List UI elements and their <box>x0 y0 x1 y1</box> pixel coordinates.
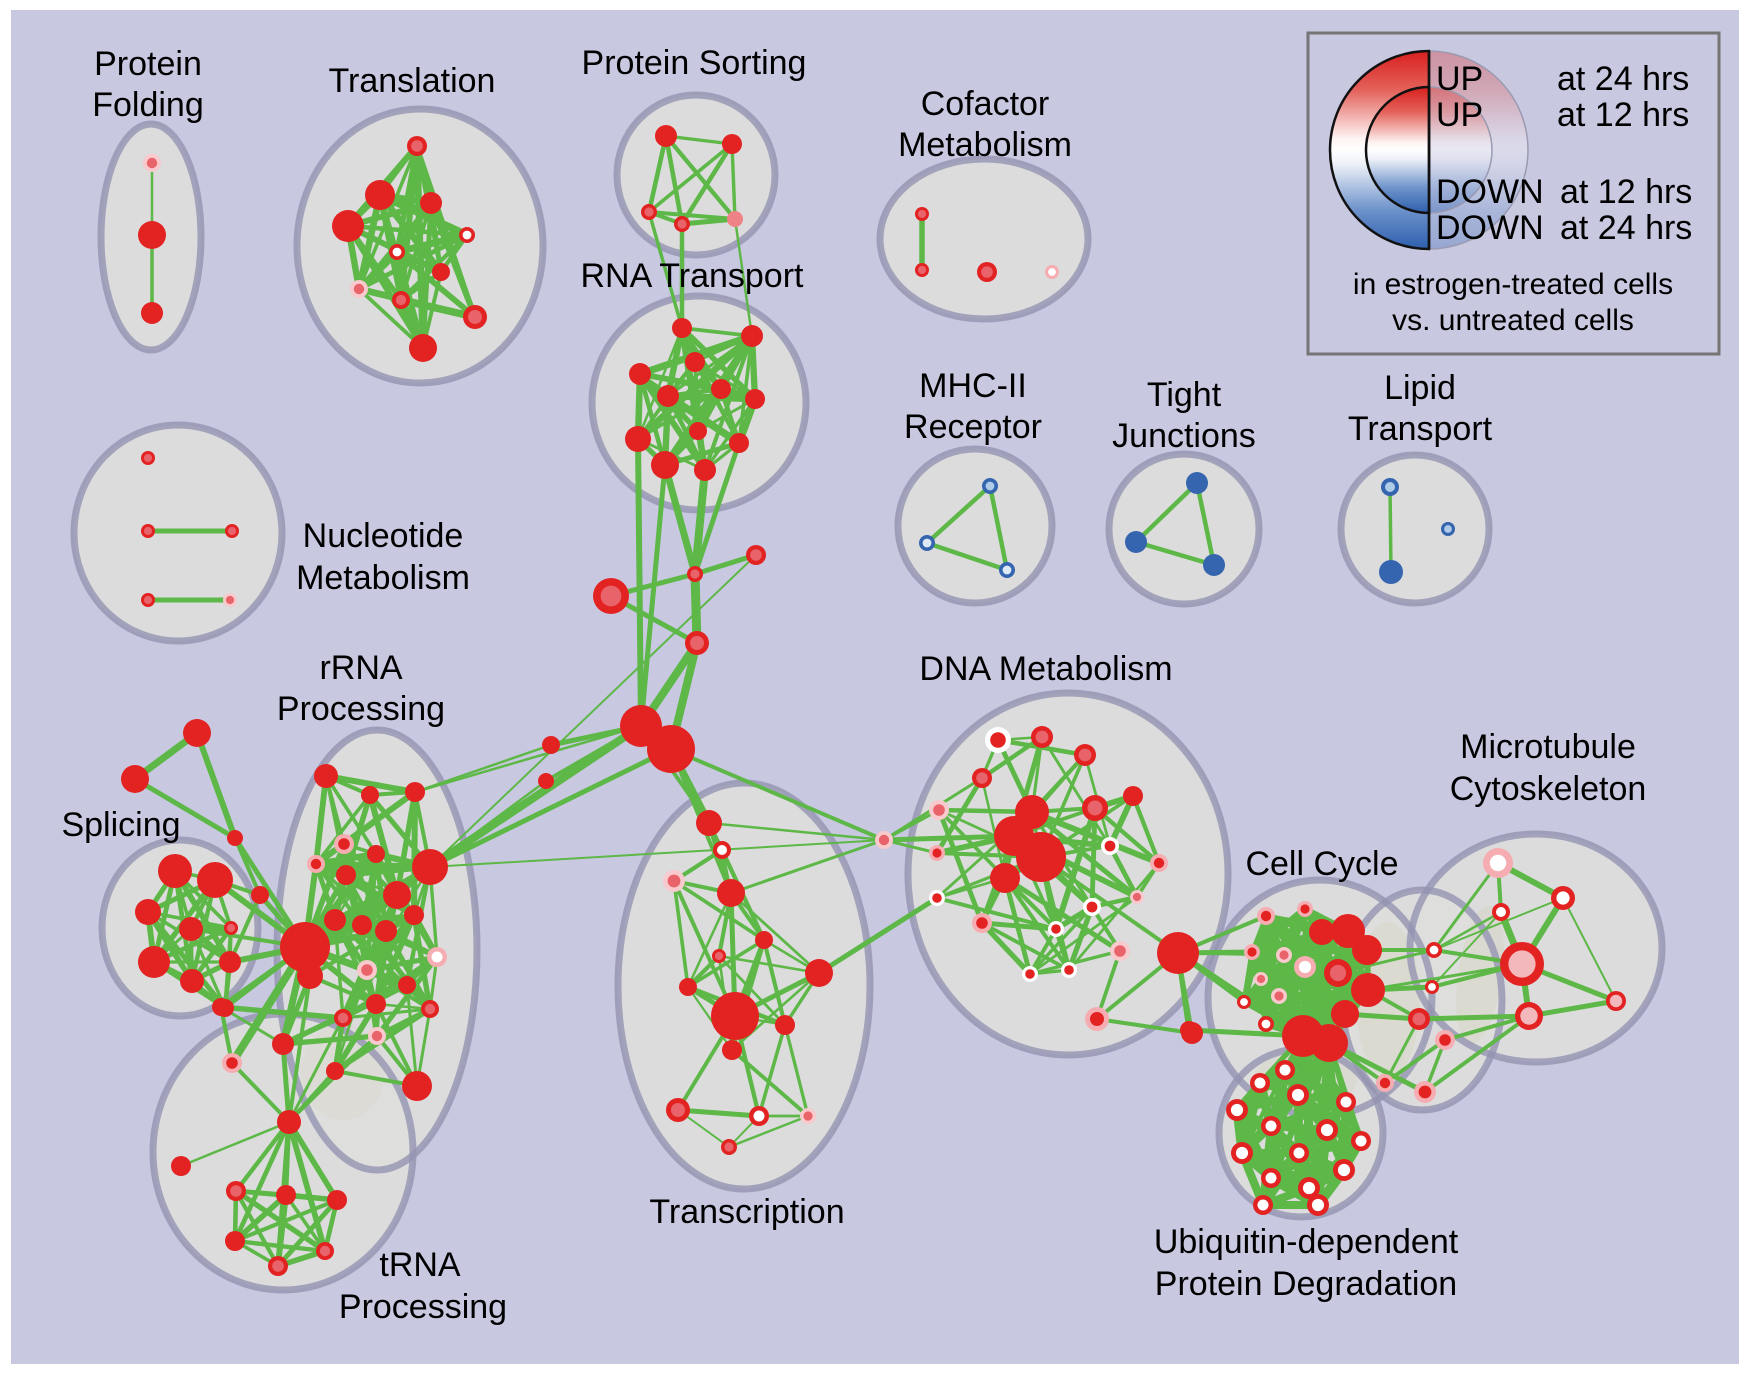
svg-text:Receptor: Receptor <box>904 408 1042 446</box>
svg-text:vs. untreated cells: vs. untreated cells <box>1392 304 1634 337</box>
svg-text:Metabolism: Metabolism <box>898 126 1072 164</box>
svg-text:Nucleotide: Nucleotide <box>303 517 464 555</box>
svg-text:Translation: Translation <box>329 62 496 100</box>
svg-text:Microtubule: Microtubule <box>1460 728 1636 766</box>
svg-text:DOWN: DOWN <box>1436 173 1544 211</box>
svg-text:rRNA: rRNA <box>319 649 402 687</box>
svg-text:MHC-II: MHC-II <box>919 367 1027 405</box>
svg-text:at 12 hrs: at 12 hrs <box>1560 173 1692 211</box>
svg-text:Folding: Folding <box>92 86 204 124</box>
svg-text:DOWN: DOWN <box>1436 209 1544 247</box>
svg-text:in estrogen-treated cells: in estrogen-treated cells <box>1353 268 1673 301</box>
svg-text:RNA Transport: RNA Transport <box>581 257 805 295</box>
svg-text:at 24 hrs: at 24 hrs <box>1557 60 1689 98</box>
svg-text:Processing: Processing <box>339 1288 507 1326</box>
svg-text:Cytoskeleton: Cytoskeleton <box>1450 770 1647 808</box>
svg-text:Protein Sorting: Protein Sorting <box>582 44 807 82</box>
svg-text:Transport: Transport <box>1348 410 1493 448</box>
svg-text:tRNA: tRNA <box>379 1246 461 1284</box>
svg-text:Protein: Protein <box>94 45 202 83</box>
svg-text:Ubiquitin-dependent: Ubiquitin-dependent <box>1154 1223 1459 1261</box>
svg-text:Cofactor: Cofactor <box>921 85 1050 123</box>
svg-text:Junctions: Junctions <box>1112 417 1256 455</box>
svg-text:Metabolism: Metabolism <box>296 559 470 597</box>
svg-text:Transcription: Transcription <box>649 1193 844 1231</box>
svg-text:UP: UP <box>1436 60 1483 98</box>
svg-text:Splicing: Splicing <box>61 806 180 844</box>
svg-text:DNA Metabolism: DNA Metabolism <box>919 650 1172 688</box>
svg-text:Protein Degradation: Protein Degradation <box>1155 1265 1457 1303</box>
svg-text:at 12 hrs: at 12 hrs <box>1557 96 1689 134</box>
svg-text:Cell Cycle: Cell Cycle <box>1245 845 1398 883</box>
svg-text:Tight: Tight <box>1147 376 1222 414</box>
svg-text:Lipid: Lipid <box>1384 369 1456 407</box>
svg-text:UP: UP <box>1436 96 1483 134</box>
svg-text:Processing: Processing <box>277 690 445 728</box>
svg-text:at 24 hrs: at 24 hrs <box>1560 209 1692 247</box>
